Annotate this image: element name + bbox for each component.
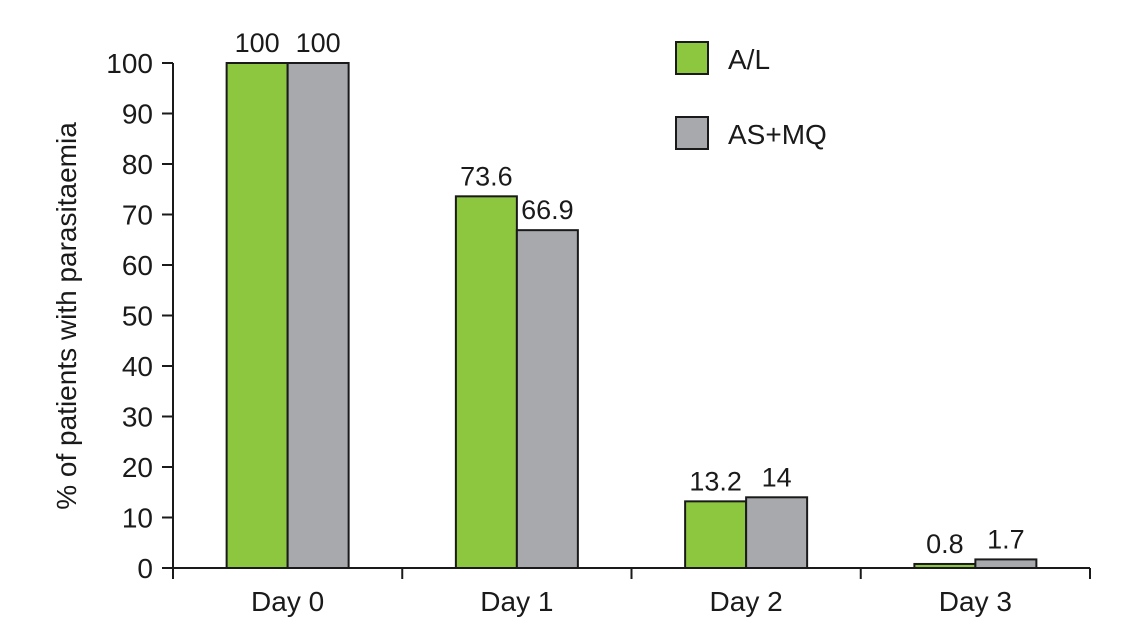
y-axis-title: % of patients with parasitaemia bbox=[51, 122, 82, 510]
y-tick-label: 40 bbox=[122, 351, 153, 382]
y-tick-label: 90 bbox=[122, 99, 153, 130]
y-tick-label: 0 bbox=[137, 553, 153, 584]
y-tick-label: 60 bbox=[122, 250, 153, 281]
data-label: 1.7 bbox=[987, 524, 1025, 554]
axes-group: Day 0 Day 1 Day 2 Day 3 0 10 20 30 40 50 60 70 80 90 1… bbox=[106, 48, 1091, 617]
x-tick-label: Day 2 bbox=[710, 586, 783, 617]
y-tick-label: 80 bbox=[122, 149, 153, 180]
x-tick-label: Day 3 bbox=[939, 586, 1012, 617]
x-tick-label: Day 1 bbox=[480, 586, 553, 617]
legend: A/L AS+MQ bbox=[675, 41, 827, 150]
bar-a-l-day-1 bbox=[454, 195, 518, 569]
y-tick-label: 50 bbox=[122, 301, 153, 332]
legend-swatch bbox=[675, 116, 709, 150]
data-label: 14 bbox=[762, 462, 792, 492]
data-label: 66.9 bbox=[521, 195, 574, 225]
data-label: 73.6 bbox=[460, 161, 513, 191]
data-label: 100 bbox=[296, 28, 341, 58]
legend-label: AS+MQ bbox=[728, 119, 827, 150]
data-label: 0.8 bbox=[926, 529, 964, 559]
x-tick-label: Day 0 bbox=[251, 586, 324, 617]
bar-as-mq-day-0 bbox=[286, 62, 350, 569]
bar-as-mq-day-2 bbox=[745, 496, 809, 569]
data-label: 100 bbox=[235, 28, 280, 58]
legend-label: A/L bbox=[728, 44, 770, 75]
y-tick-label: 70 bbox=[122, 200, 153, 231]
legend-swatch bbox=[675, 41, 709, 75]
bars-group: 100 100 73.6 66.9 13.2 14 0.8 1.7 bbox=[225, 28, 1038, 570]
bar-a-l-day-2 bbox=[684, 500, 748, 569]
data-label: 13.2 bbox=[689, 466, 742, 496]
bar-a-l-day-0 bbox=[225, 62, 289, 569]
bar-as-mq-day-1 bbox=[515, 229, 579, 569]
bar-as-mq-day-3 bbox=[974, 558, 1038, 569]
y-tick-label: 30 bbox=[122, 402, 153, 433]
y-tick-label: 10 bbox=[122, 503, 153, 534]
y-tick-label: 100 bbox=[106, 48, 153, 79]
y-tick-label: 20 bbox=[122, 452, 153, 483]
